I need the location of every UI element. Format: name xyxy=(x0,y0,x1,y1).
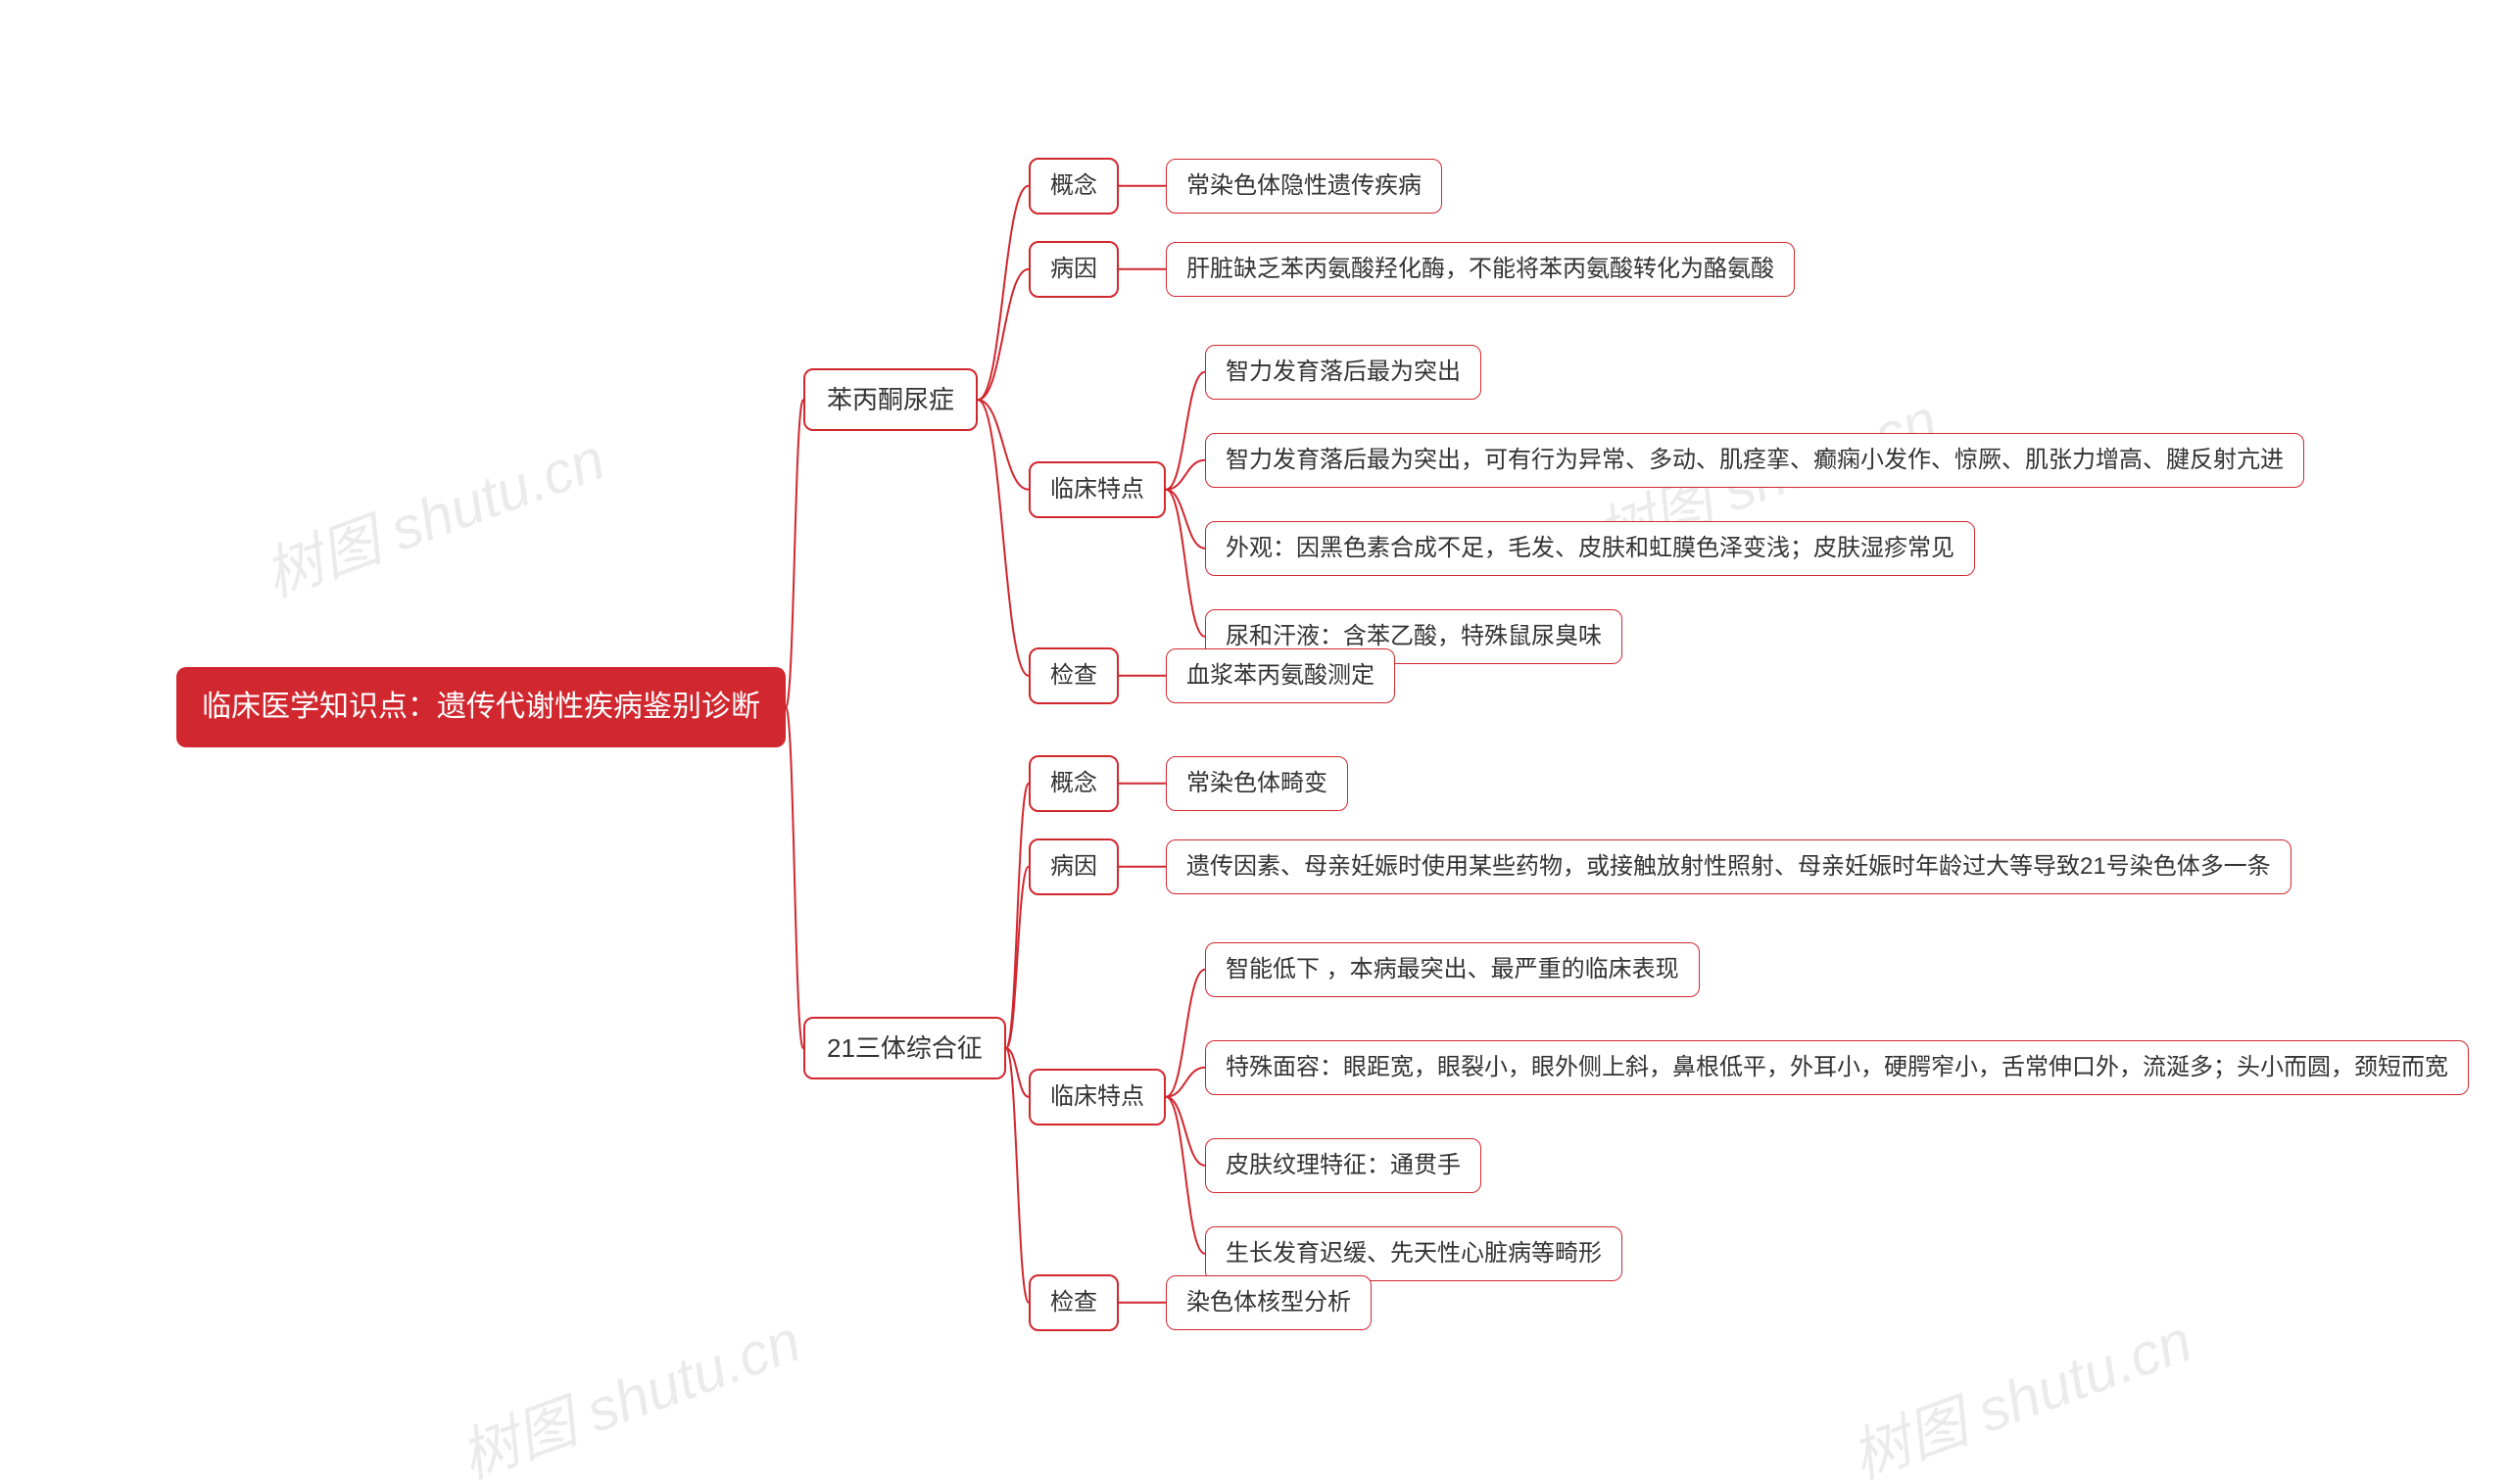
pku-clinical-leaf-0[interactable]: 智力发育落后最为突出 xyxy=(1205,345,1481,400)
t21-concept-leaf-0[interactable]: 常染色体畸变 xyxy=(1166,756,1348,811)
t21-cause[interactable]: 病因 xyxy=(1029,838,1119,895)
branch-pku[interactable]: 苯丙酮尿症 xyxy=(803,368,978,431)
t21-clinical-leaf-1[interactable]: 特殊面容：眼距宽，眼裂小，眼外侧上斜，鼻根低平，外耳小，硬腭窄小，舌常伸口外，流… xyxy=(1205,1040,2469,1095)
watermark: 树图 shutu.cn xyxy=(447,1293,810,1484)
pku-cause-leaf-0[interactable]: 肝脏缺乏苯丙氨酸羟化酶，不能将苯丙氨酸转化为酪氨酸 xyxy=(1166,242,1795,297)
pku-cause[interactable]: 病因 xyxy=(1029,241,1119,298)
pku-exam[interactable]: 检查 xyxy=(1029,647,1119,704)
t21-exam[interactable]: 检查 xyxy=(1029,1274,1119,1331)
t21-clinical-leaf-2[interactable]: 皮肤纹理特征：通贯手 xyxy=(1205,1138,1481,1193)
pku-exam-leaf-0[interactable]: 血浆苯丙氨酸测定 xyxy=(1166,648,1395,703)
watermark: 树图 shutu.cn xyxy=(1838,1293,2201,1484)
root-node[interactable]: 临床医学知识点：遗传代谢性疾病鉴别诊断 xyxy=(176,667,786,747)
branch-t21[interactable]: 21三体综合征 xyxy=(803,1017,1006,1079)
watermark: 树图 shutu.cn xyxy=(251,411,614,613)
pku-clinical[interactable]: 临床特点 xyxy=(1029,461,1166,518)
t21-clinical-leaf-3[interactable]: 生长发育迟缓、先天性心脏病等畸形 xyxy=(1205,1226,1622,1281)
t21-exam-leaf-0[interactable]: 染色体核型分析 xyxy=(1166,1275,1372,1330)
pku-concept-leaf-0[interactable]: 常染色体隐性遗传疾病 xyxy=(1166,159,1442,214)
pku-concept[interactable]: 概念 xyxy=(1029,158,1119,215)
t21-cause-leaf-0[interactable]: 遗传因素、母亲妊娠时使用某些药物，或接触放射性照射、母亲妊娠时年龄过大等导致21… xyxy=(1166,839,2291,894)
t21-clinical-leaf-0[interactable]: 智能低下 ，本病最突出、最严重的临床表现 xyxy=(1205,942,1700,997)
pku-clinical-leaf-1[interactable]: 智力发育落后最为突出，可有行为异常、多动、肌痉挛、癫痫小发作、惊厥、肌张力增高、… xyxy=(1205,433,2304,488)
pku-clinical-leaf-2[interactable]: 外观：因黑色素合成不足，毛发、皮肤和虹膜色泽变浅；皮肤湿疹常见 xyxy=(1205,521,1975,576)
t21-clinical[interactable]: 临床特点 xyxy=(1029,1069,1166,1125)
t21-concept[interactable]: 概念 xyxy=(1029,755,1119,812)
